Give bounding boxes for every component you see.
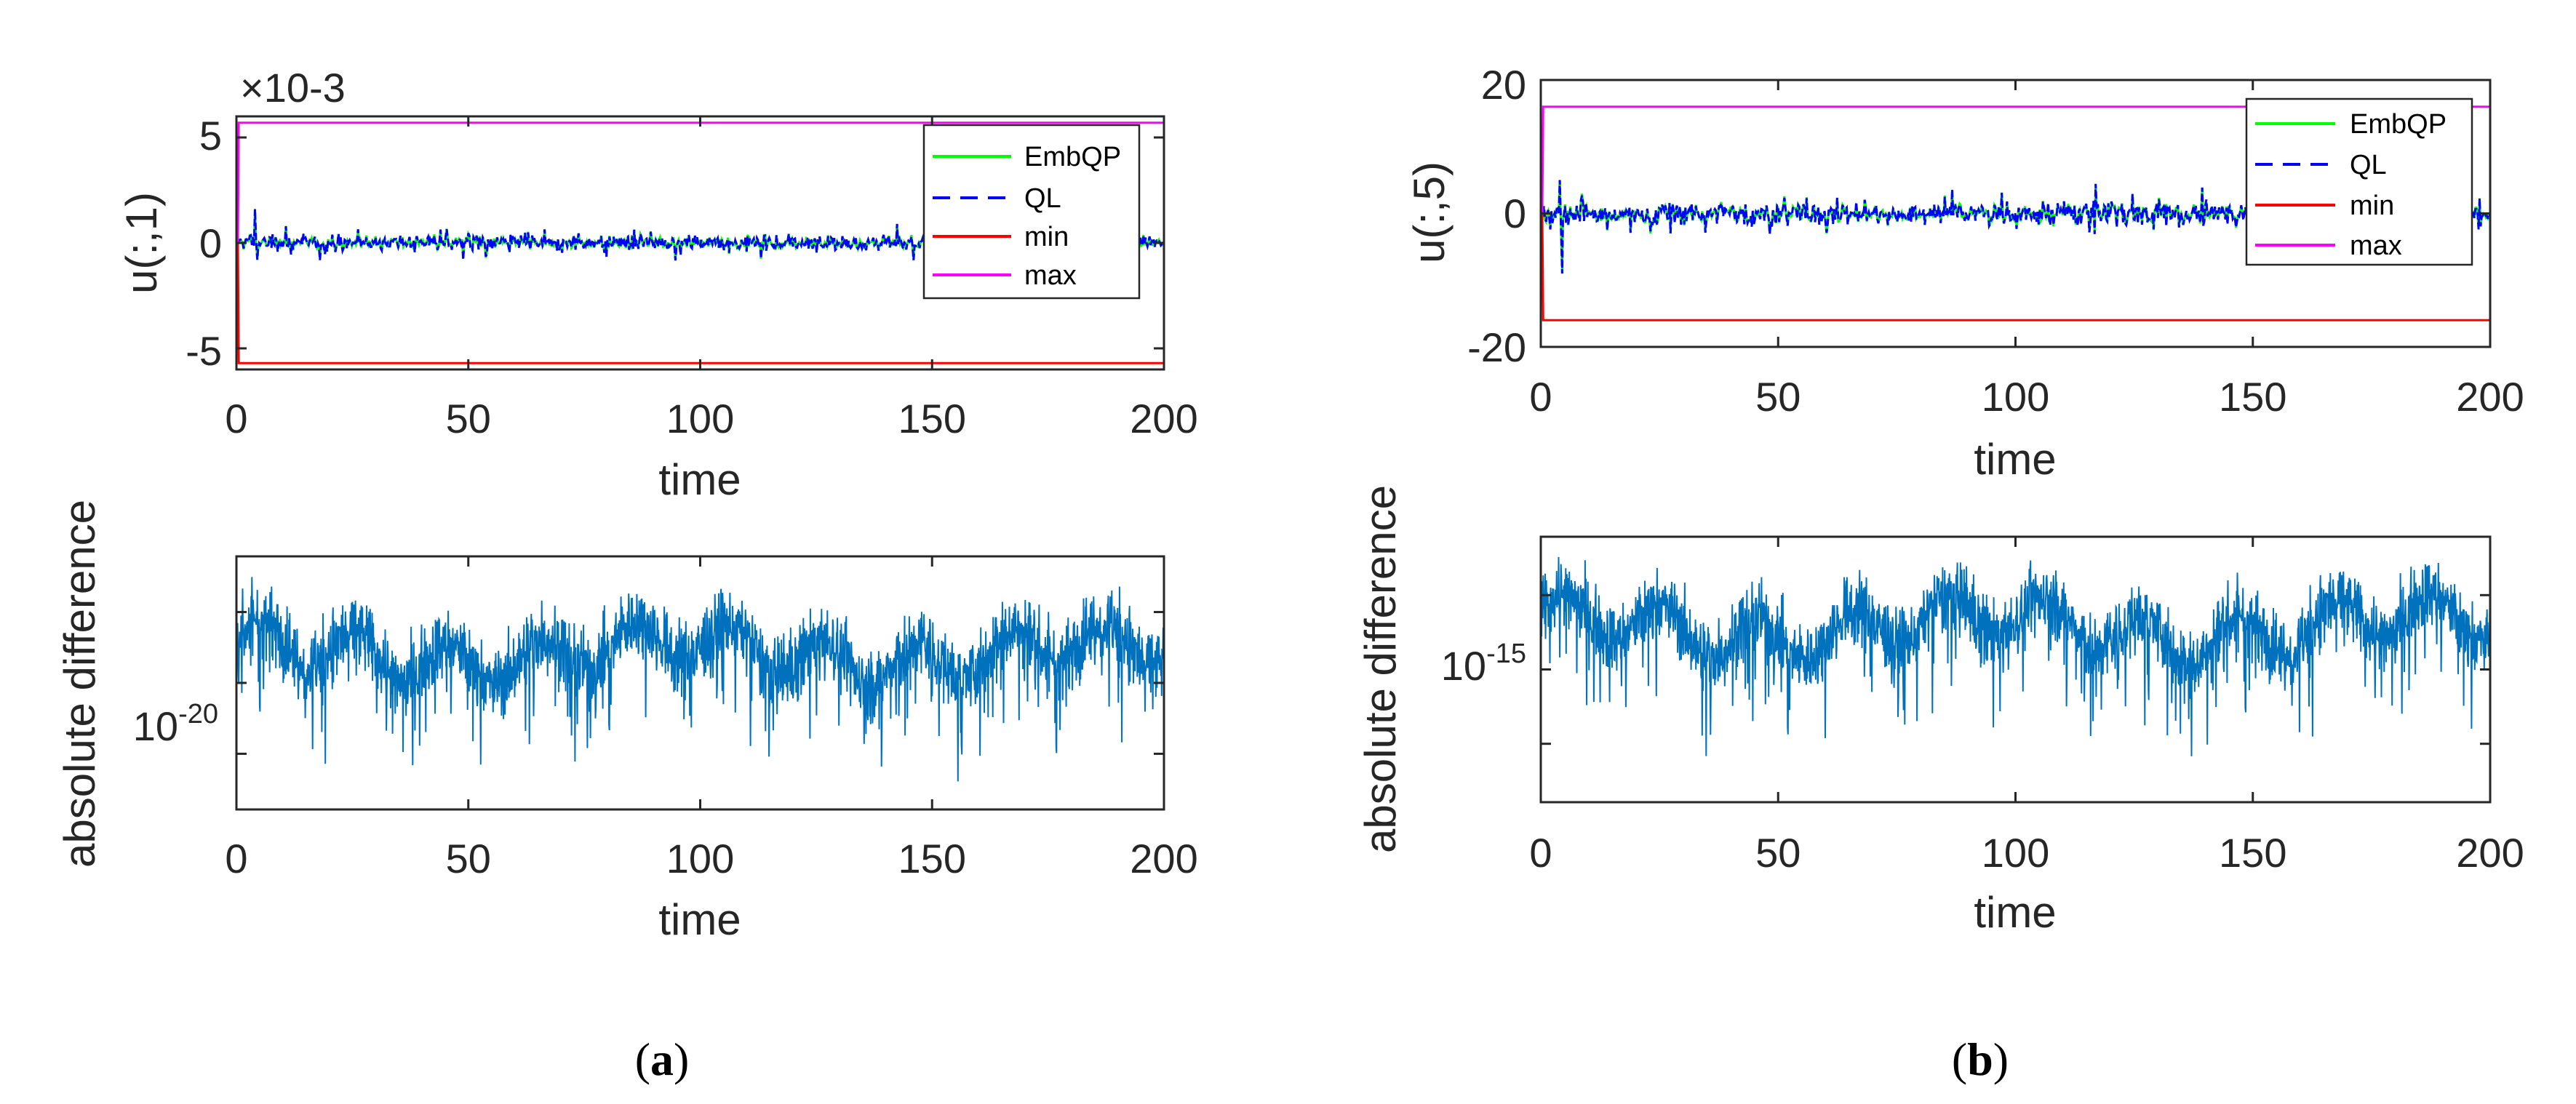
xtick-label: 50: [446, 836, 491, 881]
chart-b-top: 0 50 100 150 200 20 0 -20 time u(:,5) Em…: [1405, 62, 2524, 484]
legend-label: min: [2350, 191, 2394, 221]
xtick-label: 200: [2456, 830, 2524, 876]
xtick-label: 200: [1130, 396, 1197, 441]
xtick-label: 150: [898, 836, 966, 881]
legend: EmbQP QL min max: [922, 124, 1141, 300]
xtick-label: 50: [1755, 830, 1801, 876]
chart-a-bottom: 0 50 100 150 200 10-20 time absolute dif…: [55, 500, 1198, 944]
xtick-label: 100: [666, 836, 734, 881]
y-axis-label: u(:,5): [1405, 161, 1454, 263]
series-min: [236, 242, 1164, 364]
xtick-label: 0: [225, 396, 247, 441]
series-max: [236, 121, 1164, 244]
xtick-label: 150: [2219, 374, 2286, 420]
xtick-label: 50: [1755, 374, 1801, 420]
series-ql: [236, 209, 1165, 261]
xtick-label: 50: [446, 396, 491, 441]
chart-a-top: ×10-3 0 50 100 150 200 5 0 -5 time u(:,1…: [117, 65, 1198, 504]
chart-b-bottom: 0 50 100 150 200 10-15 time absolute dif…: [1356, 485, 2524, 937]
xtick-label: 0: [1529, 374, 1552, 420]
ytick-label: -5: [186, 328, 222, 374]
legend-label: QL: [2350, 150, 2387, 180]
ytick-label: -20: [1467, 324, 1526, 370]
xtick-label: 100: [1982, 830, 2049, 876]
y-axis-label: u(:,1): [117, 192, 166, 294]
ytick-label: 10-15: [1441, 639, 1526, 689]
ytick-label: 10-20: [133, 699, 218, 749]
y-axis-label: absolute difference: [55, 500, 104, 868]
xtick-label: 100: [1982, 374, 2049, 420]
xtick-label: 100: [666, 396, 734, 441]
x-axis-label: time: [658, 455, 741, 504]
ytick-label: 20: [1481, 62, 1526, 108]
xtick-label: 200: [2456, 374, 2524, 420]
y-exponent-label: ×10-3: [240, 65, 346, 111]
y-axis-label: absolute difference: [1356, 485, 1405, 853]
series-absolute-difference: [1540, 556, 2491, 756]
xtick-label: 0: [225, 836, 247, 881]
xtick-label: 150: [898, 396, 966, 441]
xtick-label: 200: [1130, 836, 1197, 881]
xtick-label: 150: [2219, 830, 2286, 876]
caption-b: (b): [1952, 1033, 2009, 1085]
xtick-label: 0: [1529, 830, 1552, 876]
series-max: [1541, 105, 2490, 214]
x-axis-label: time: [1974, 888, 2056, 937]
legend-label: EmbQP: [2350, 109, 2447, 140]
caption-a: (a): [635, 1033, 690, 1085]
ytick-label: 5: [199, 113, 222, 159]
legend-label: QL: [1024, 183, 1061, 214]
legend: EmbQP QL min max: [2245, 97, 2473, 266]
ytick-label: 0: [1504, 191, 1526, 236]
series-min: [1541, 213, 2490, 321]
legend-label: EmbQP: [1024, 142, 1121, 172]
x-axis-label: time: [658, 895, 741, 944]
series-absolute-difference: [236, 577, 1165, 782]
legend-label: min: [1024, 222, 1069, 252]
legend-label: max: [2350, 231, 2402, 261]
ytick-label: 0: [199, 220, 222, 266]
legend-label: max: [1024, 260, 1077, 291]
x-axis-label: time: [1974, 435, 2056, 484]
